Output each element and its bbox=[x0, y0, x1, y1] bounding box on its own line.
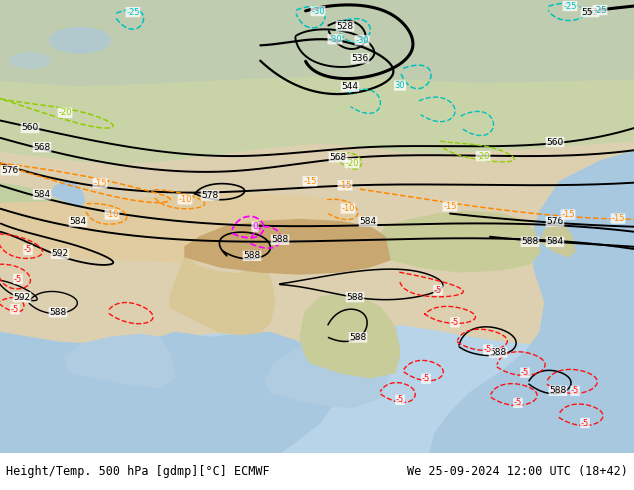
Polygon shape bbox=[430, 151, 634, 453]
Text: -15: -15 bbox=[611, 214, 624, 223]
Polygon shape bbox=[185, 220, 390, 274]
Polygon shape bbox=[0, 194, 350, 262]
Text: 536: 536 bbox=[351, 54, 368, 63]
Polygon shape bbox=[0, 332, 340, 453]
Text: -5: -5 bbox=[521, 368, 529, 377]
Text: -30: -30 bbox=[311, 6, 325, 16]
Text: 584: 584 bbox=[359, 217, 377, 226]
Text: 584: 584 bbox=[34, 190, 51, 199]
Text: -10: -10 bbox=[178, 195, 191, 204]
Text: 560: 560 bbox=[547, 138, 564, 147]
Polygon shape bbox=[50, 181, 85, 206]
Text: -10: -10 bbox=[105, 210, 119, 219]
Text: 568: 568 bbox=[330, 152, 347, 162]
Text: 552: 552 bbox=[581, 7, 598, 17]
Text: -25: -25 bbox=[593, 5, 607, 15]
Text: -25: -25 bbox=[126, 7, 139, 17]
Text: 568: 568 bbox=[34, 143, 51, 151]
Text: 576: 576 bbox=[547, 217, 564, 226]
Text: 584: 584 bbox=[547, 237, 564, 246]
Text: -30: -30 bbox=[328, 35, 342, 44]
Text: -5: -5 bbox=[14, 274, 22, 284]
Text: 588: 588 bbox=[346, 293, 364, 302]
Polygon shape bbox=[170, 257, 275, 334]
Text: 528: 528 bbox=[337, 22, 354, 31]
Text: 560: 560 bbox=[22, 123, 39, 132]
Text: 588: 588 bbox=[271, 235, 288, 244]
Text: 592: 592 bbox=[51, 249, 68, 258]
Polygon shape bbox=[378, 212, 540, 272]
Text: -5: -5 bbox=[451, 318, 459, 327]
Text: 578: 578 bbox=[202, 191, 219, 200]
Text: -15: -15 bbox=[93, 179, 107, 188]
Text: -5: -5 bbox=[11, 305, 19, 314]
Text: -5: -5 bbox=[514, 398, 522, 407]
Text: -15: -15 bbox=[339, 181, 352, 190]
Text: -25: -25 bbox=[563, 1, 577, 11]
Text: -5: -5 bbox=[422, 374, 430, 383]
Text: 592: 592 bbox=[13, 293, 30, 302]
Polygon shape bbox=[0, 0, 634, 163]
Polygon shape bbox=[0, 183, 90, 223]
Text: -10: -10 bbox=[341, 204, 355, 213]
Text: 588: 588 bbox=[489, 348, 507, 357]
Text: -15: -15 bbox=[443, 202, 456, 211]
Text: -20: -20 bbox=[476, 151, 489, 161]
Text: -5: -5 bbox=[434, 286, 442, 294]
Text: -20: -20 bbox=[58, 108, 72, 117]
Polygon shape bbox=[540, 223, 575, 257]
Text: 0: 0 bbox=[252, 222, 258, 231]
Ellipse shape bbox=[50, 28, 110, 53]
Polygon shape bbox=[65, 334, 175, 388]
Text: -30: -30 bbox=[355, 36, 369, 45]
Text: 588: 588 bbox=[243, 251, 261, 260]
Text: We 25-09-2024 12:00 UTC (18+42): We 25-09-2024 12:00 UTC (18+42) bbox=[407, 465, 628, 478]
Text: 544: 544 bbox=[342, 82, 358, 91]
Text: Height/Temp. 500 hPa [gdmp][°C] ECMWF: Height/Temp. 500 hPa [gdmp][°C] ECMWF bbox=[6, 465, 269, 478]
Text: 584: 584 bbox=[70, 217, 87, 226]
Text: -5: -5 bbox=[396, 395, 404, 404]
Text: -15: -15 bbox=[561, 210, 575, 219]
Polygon shape bbox=[265, 322, 390, 408]
Text: -5: -5 bbox=[571, 386, 579, 395]
Text: -5: -5 bbox=[484, 345, 492, 354]
Text: 588: 588 bbox=[521, 237, 539, 246]
Text: -20: -20 bbox=[346, 159, 359, 168]
Polygon shape bbox=[300, 294, 400, 378]
Text: 588: 588 bbox=[49, 308, 67, 317]
Text: 576: 576 bbox=[1, 166, 18, 175]
Text: -15: -15 bbox=[303, 177, 317, 186]
Text: -5: -5 bbox=[24, 245, 32, 254]
Polygon shape bbox=[0, 0, 634, 86]
Ellipse shape bbox=[10, 53, 50, 68]
Text: -5: -5 bbox=[581, 418, 589, 428]
Text: 588: 588 bbox=[349, 333, 366, 342]
Text: 30: 30 bbox=[395, 81, 405, 90]
Polygon shape bbox=[0, 0, 634, 344]
Text: 588: 588 bbox=[550, 386, 567, 395]
